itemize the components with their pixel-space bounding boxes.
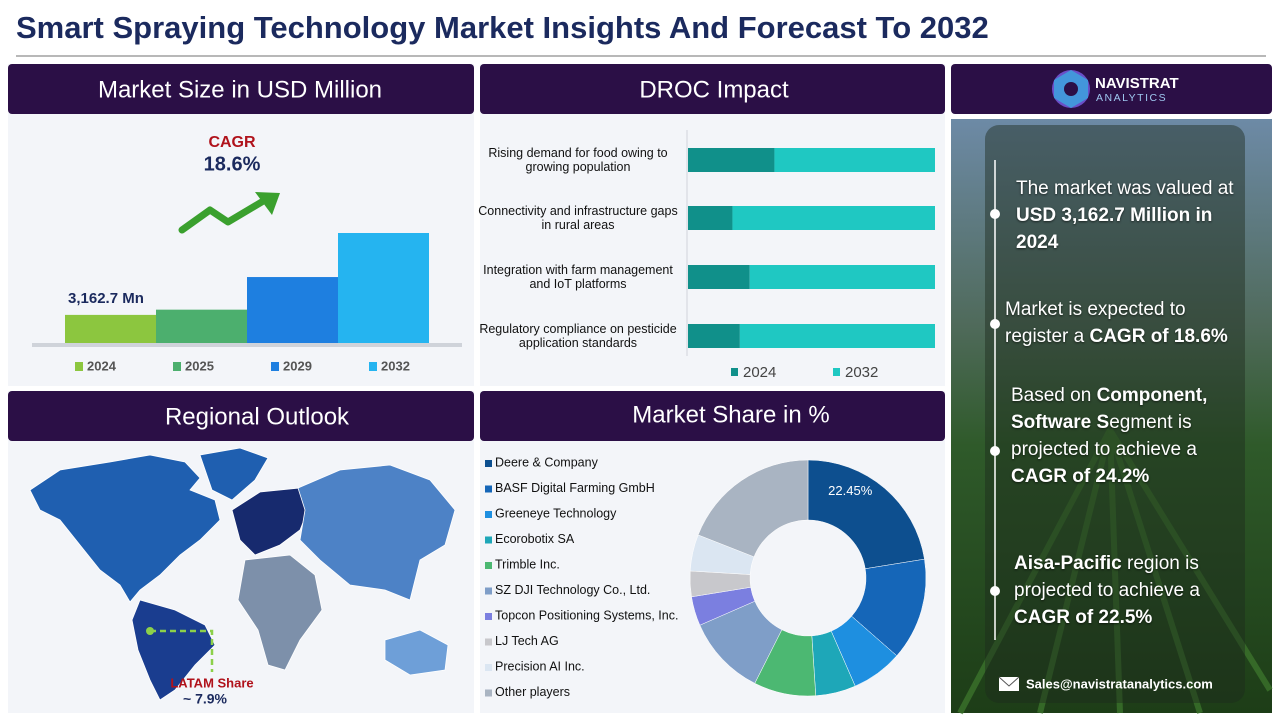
legend-swatch <box>485 638 492 646</box>
highlight-text: CAGR of 22.5% <box>1014 607 1153 628</box>
legend-label: Greeneye Technology <box>495 506 617 520</box>
panel-header <box>8 391 474 441</box>
legend-label: Deere & Company <box>495 455 599 469</box>
brand-logo <box>1052 70 1090 108</box>
bar-segment <box>749 265 935 289</box>
highlight-text: region is projected to achieve a <box>1014 553 1200 601</box>
panel-title: Market Share in % <box>632 401 829 428</box>
highlight-text: egment is projected to achieve a <box>1011 412 1197 460</box>
legend-label: 2024 <box>743 364 776 381</box>
legend-swatch <box>485 664 492 671</box>
legend-swatch <box>369 362 377 371</box>
legend-swatch <box>485 536 492 544</box>
legend-label: Precision AI Inc. <box>495 659 585 673</box>
highlight-text: Based on <box>1011 385 1097 406</box>
highlight-text: Aisa-Pacific <box>1014 553 1122 574</box>
legend-label: 2025 <box>185 358 214 373</box>
latam-leader <box>150 629 214 672</box>
highlight-text: Component, Software S <box>1011 385 1208 433</box>
highlight: Market is expected to register a CAGR of… <box>1005 296 1241 350</box>
panel-header <box>480 64 945 114</box>
text-overlay <box>985 125 1245 703</box>
timeline-dots <box>990 209 1000 596</box>
legend-swatch <box>485 562 492 569</box>
legend-swatch <box>485 460 492 467</box>
photo-background <box>951 119 1272 713</box>
legend-swatch <box>485 613 492 620</box>
growth-arrowhead <box>255 192 280 215</box>
brand-name: NAVISTRAT <box>1095 75 1179 92</box>
legend-swatch <box>75 362 83 371</box>
highlight-text: Market is expected to register a <box>1005 299 1186 347</box>
bar-segment <box>688 265 750 289</box>
legend-swatch <box>173 362 181 371</box>
brand-header <box>951 64 1272 114</box>
legend-label: LJ Tech AG <box>495 634 559 648</box>
bar <box>65 314 156 343</box>
region-label: LATAM Share <box>170 675 253 690</box>
legend-label: 2024 <box>87 358 117 373</box>
legend-swatch <box>485 485 492 493</box>
crop-rows <box>957 428 1273 715</box>
brand-tagline: ANALYTICS <box>1096 92 1167 104</box>
bar <box>338 233 429 343</box>
highlight: Based on Component, Software Segment is … <box>1011 382 1247 490</box>
category-label: Integration with farm management and IoT… <box>483 263 673 291</box>
value-label: 3,162.7 Mn <box>68 290 144 307</box>
legend-swatch <box>485 587 492 595</box>
panel-title: Regional Outlook <box>165 403 350 430</box>
bar-segment <box>688 148 775 172</box>
legend-swatch <box>731 368 738 376</box>
panel-title: DROC Impact <box>639 76 789 103</box>
slice <box>697 459 809 558</box>
world-map <box>29 447 456 701</box>
highlight-text: The market was valued at <box>1016 178 1234 199</box>
bar-segment <box>688 206 733 230</box>
legend-label: 2029 <box>283 358 312 373</box>
panel-header <box>480 391 945 441</box>
highlight: Aisa-Pacific region is projected to achi… <box>1014 550 1250 631</box>
contact-email: Sales@navistratanalytics.com <box>1026 676 1213 691</box>
highlight: The market was valued at USD 3,162.7 Mil… <box>1016 175 1252 256</box>
panel-header <box>8 64 474 114</box>
bar-segment <box>688 324 740 348</box>
value-label: 22.45% <box>828 483 873 498</box>
bar <box>247 277 338 343</box>
category-label: Regulatory compliance on pesticide appli… <box>479 322 677 350</box>
legend-swatch <box>485 511 492 518</box>
legend-swatch <box>485 689 492 697</box>
highlight-text: CAGR of 24.2% <box>1011 466 1150 487</box>
page-title: Smart Spraying Technology Market Insight… <box>16 10 989 45</box>
bar <box>156 309 247 343</box>
legend-swatch <box>271 362 279 371</box>
legend-label: 2032 <box>845 364 878 381</box>
category-label: Connectivity and infrastructure gaps in … <box>478 204 678 232</box>
highlight-text: CAGR of 18.6% <box>1089 326 1228 347</box>
cagr-label: CAGR <box>208 134 256 151</box>
category-label: Rising demand for food owing to growing … <box>488 146 668 174</box>
slice <box>807 459 925 570</box>
legend-label: Ecorobotix SA <box>495 532 575 546</box>
region-value: ~ 7.9% <box>183 691 228 707</box>
legend-label: Other players <box>495 685 570 699</box>
legend-swatch <box>833 368 840 376</box>
growth-arrow <box>178 196 269 234</box>
email-icon <box>998 676 1020 691</box>
legend-label: BASF Digital Farming GmbH <box>495 481 655 495</box>
cagr-value: 18.6% <box>204 153 261 175</box>
highlight-text: USD 3,162.7 Million in 2024 <box>1016 205 1213 253</box>
bar-segment <box>732 206 935 230</box>
bar-segment <box>774 148 935 172</box>
legend-label: Topcon Positioning Systems, Inc. <box>495 608 678 622</box>
panel-title: Market Size in USD Million <box>98 76 382 103</box>
legend-label: SZ DJI Technology Co., Ltd. <box>495 583 650 597</box>
legend-label: 2032 <box>381 358 410 373</box>
bar-segment <box>739 324 935 348</box>
legend-label: Trimble Inc. <box>495 557 560 571</box>
